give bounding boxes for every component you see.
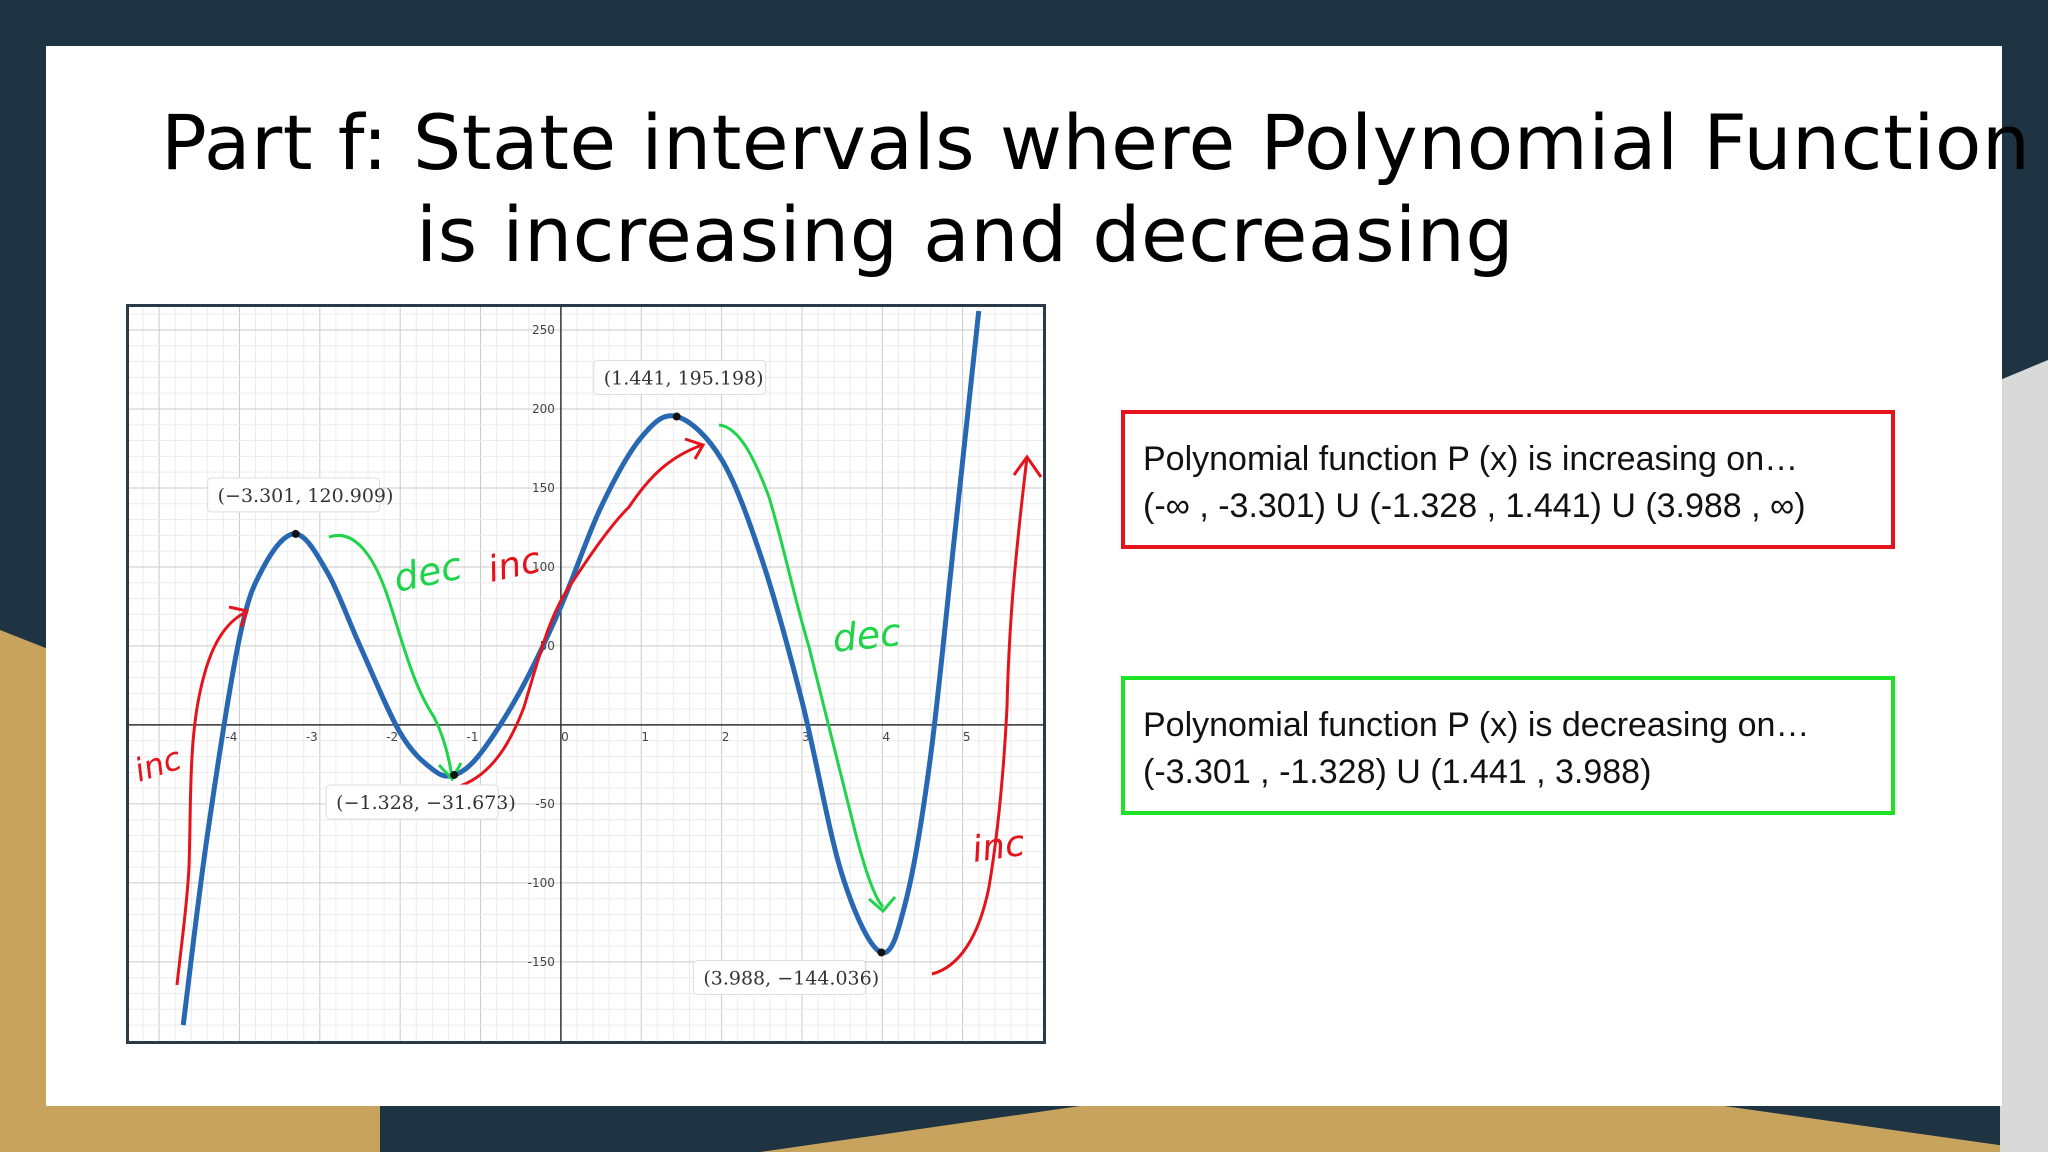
- slide: Part f: State intervals where Polynomial…: [46, 46, 2030, 1106]
- arrowhead-icon: [437, 762, 463, 782]
- x-tick-label: 3: [802, 730, 810, 744]
- inc-arrow-2: [456, 443, 703, 789]
- grid: [129, 307, 1043, 1041]
- increasing-box-line-2: (-∞ , -3.301) U (-1.328 , 1.441) U (3.98…: [1143, 487, 1806, 525]
- point-label-box: [325, 784, 499, 820]
- dec-arrow-1: [328, 533, 454, 778]
- point-label: (1.441, 195.198): [604, 368, 764, 390]
- point-label-box: [207, 477, 381, 513]
- increasing-box-line-1: Polynomial function P (x) is increasing …: [1143, 440, 1799, 478]
- y-tick-label: -50: [535, 797, 555, 811]
- point-label-box: [593, 360, 767, 396]
- y-tick-label: 150: [532, 481, 555, 495]
- inc-arrow-1: [175, 611, 245, 986]
- x-tick-label: -1: [467, 730, 479, 744]
- inc-label-3: inc: [970, 823, 1028, 871]
- polynomial-curve: [180, 310, 982, 1026]
- arrowhead-icon: [684, 437, 706, 460]
- y-tick-label: -100: [528, 876, 555, 890]
- arrowhead-icon: [1012, 454, 1043, 478]
- critical-point: [877, 948, 886, 957]
- polynomial-graph: -4 -3 -2 -1 0 1 2 3 4 5-150-100-5050100150200250 …: [129, 307, 1043, 1041]
- decreasing-intervals-box: Polynomial function P (x) is decreasing …: [1121, 676, 1895, 815]
- point-label: (−1.328, −31.673): [336, 792, 516, 814]
- critical-point: [291, 529, 300, 538]
- point-label: (−3.301, 120.909): [218, 485, 394, 507]
- y-tick-label: 250: [532, 323, 555, 337]
- slide-title-line-2: is increasing and decreasing: [416, 190, 1515, 279]
- axes: [129, 307, 1043, 1041]
- critical-points: (−3.301, 120.909) (−1.328, −31.673) (1.441…: [207, 360, 886, 995]
- x-tick-label: 4: [883, 730, 891, 744]
- arrowhead-icon: [228, 605, 250, 628]
- increasing-intervals-box: Polynomial function P (x) is increasing …: [1121, 410, 1895, 549]
- x-tick-label: 0: [561, 730, 569, 744]
- critical-point: [672, 412, 681, 421]
- grey-shape-right: [2000, 360, 2048, 1152]
- y-tick-label: 200: [532, 402, 555, 416]
- decreasing-box-line-2: (-3.301 , -1.328) U (1.441 , 3.988): [1143, 753, 1652, 791]
- point-label: (3.988, −144.036): [703, 967, 879, 989]
- dec-label-2: dec: [830, 610, 903, 661]
- curve: [180, 310, 982, 1026]
- point-label-box: [692, 959, 866, 995]
- y-tick-label: 100: [532, 560, 555, 574]
- x-tick-label: -3: [306, 730, 318, 744]
- inc-arrow-3: [931, 456, 1029, 976]
- slide-title-line-1: Part f: State intervals where Polynomial…: [161, 98, 2031, 187]
- x-tick-label: -2: [386, 730, 398, 744]
- x-tick-label: 1: [641, 730, 649, 744]
- graph-frame: -4 -3 -2 -1 0 1 2 3 4 5 -150 -100 -50 50 100 150 200 250 …: [126, 304, 1046, 1044]
- dec-arrow-2: [718, 423, 885, 909]
- x-tick-label: 2: [722, 730, 730, 744]
- inc-label-1: inc: [130, 739, 187, 790]
- x-tick-label: 5: [963, 730, 971, 744]
- critical-point: [450, 770, 459, 779]
- gold-shape-bottom: [760, 1060, 2048, 1152]
- decreasing-box-line-1: Polynomial function P (x) is decreasing …: [1143, 706, 1810, 744]
- y-tick-label: -150: [528, 955, 555, 969]
- x-tick-label: -4: [225, 730, 237, 744]
- dec-label-1: dec: [390, 544, 466, 601]
- arrowhead-icon: [868, 896, 897, 914]
